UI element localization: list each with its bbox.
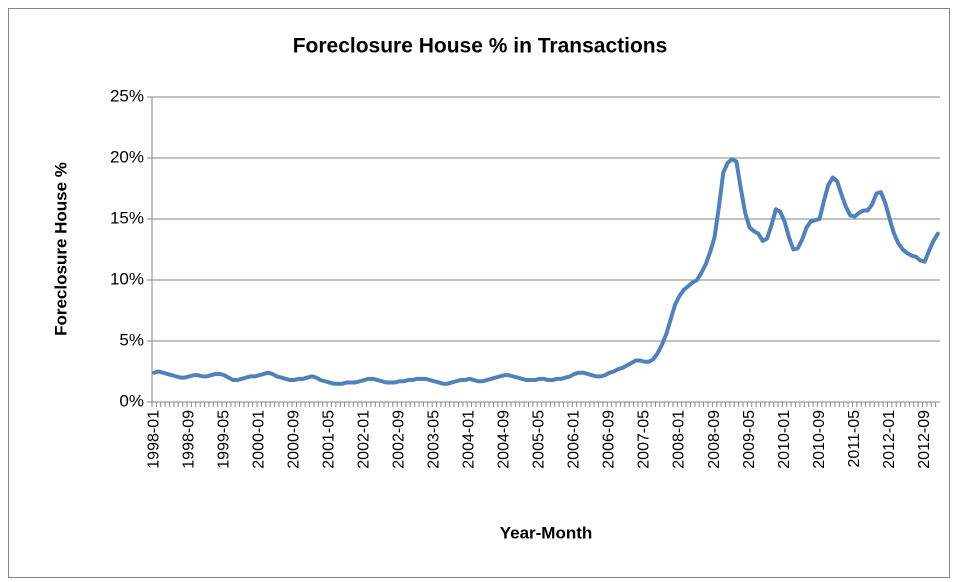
x-tick-label: 2011-05: [846, 410, 863, 468]
x-tick-label: 2003-05: [426, 410, 443, 469]
x-tick-label: 2009-05: [741, 410, 758, 469]
x-tick-label: 2004-01: [461, 410, 478, 469]
y-tick-label: 20%: [110, 147, 144, 166]
y-tick-label: 5%: [119, 330, 144, 349]
y-axis-title: Foreclosure House %: [51, 162, 70, 336]
line-series: [152, 157, 940, 386]
x-tick-label: 1998-09: [180, 410, 197, 469]
y-tick-label: 15%: [110, 208, 144, 227]
chart-border: [8, 8, 950, 578]
y-tick-label: 10%: [110, 269, 144, 288]
x-tick-label: 1999-05: [215, 410, 232, 469]
x-tick-label: 2004-09: [496, 410, 513, 469]
x-axis-title: Year-Month: [500, 523, 593, 542]
x-tick-label: 2006-09: [601, 410, 618, 469]
x-tick-label: 2002-09: [391, 410, 408, 469]
x-tick-label: 2002-01: [356, 410, 373, 469]
x-tick-label: 2000-01: [250, 410, 267, 469]
x-tick-label: 2005-05: [531, 410, 548, 469]
x-tick-label: 2008-09: [706, 410, 723, 469]
x-tick-label: 2000-09: [285, 410, 302, 469]
y-tick-label: 25%: [110, 86, 144, 105]
x-tick-label: 1998-01: [145, 410, 162, 469]
x-tick-label: 2012-01: [881, 410, 898, 469]
x-tick-label: 2010-01: [776, 410, 793, 469]
y-tick-label: 0%: [119, 391, 144, 410]
chart-title: Foreclosure House % in Transactions: [293, 35, 668, 58]
x-tick-label: 2008-01: [671, 410, 688, 469]
x-tick-label: 2012-09: [916, 410, 933, 469]
x-tick-label: 2006-01: [566, 410, 583, 469]
x-tick-label: 2010-09: [811, 410, 828, 469]
x-tick-label: 2007-05: [636, 410, 653, 469]
x-tick-label: 2001-05: [321, 410, 338, 469]
